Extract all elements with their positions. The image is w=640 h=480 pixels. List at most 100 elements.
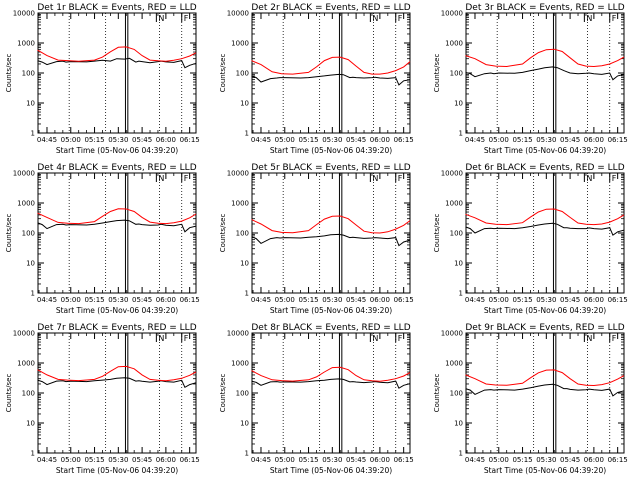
y-tick-label: 100 — [236, 390, 249, 398]
y-tick-label: 10 — [454, 100, 463, 108]
marker-label: N — [372, 14, 378, 23]
plot-frame — [465, 332, 625, 454]
x-axis-label: Start Time (05-Nov-06 04:39:20) — [484, 466, 606, 475]
marker-label: F — [398, 334, 403, 343]
x-tick-label: 05:15 — [84, 136, 104, 144]
y-tick-label: 10000 — [441, 10, 463, 18]
chart-panel: Det 6r BLACK = Events, RED = LLD Counts/s… — [433, 163, 628, 315]
y-tick-label: 100 — [450, 230, 463, 238]
chart-title: Det 8r BLACK = Events, RED = LLD — [251, 323, 410, 333]
chart-panel: Det 5r BLACK = Events, RED = LLD Counts/s… — [219, 163, 414, 315]
y-tick-label: 10000 — [227, 170, 249, 178]
x-tick-label: 04:45 — [37, 296, 57, 304]
y-tick-label: 1000 — [231, 200, 249, 208]
y-tick-label: 10 — [240, 260, 249, 268]
x-tick-label: 06:00 — [584, 136, 604, 144]
x-tick-label: 05:30 — [322, 136, 342, 144]
chart-title: Det 9r BLACK = Events, RED = LLD — [465, 323, 624, 333]
series-line-events — [465, 383, 625, 397]
marker-label: F — [398, 14, 403, 23]
series-line-events — [37, 377, 197, 389]
x-axis-label: Start Time (05-Nov-06 04:39:20) — [56, 306, 178, 315]
x-tick-label: 06:00 — [370, 456, 390, 464]
chart-title: Det 1r BLACK = Events, RED = LLD — [37, 3, 196, 13]
x-tick-label: 06:00 — [584, 456, 604, 464]
x-tick-label: 06:15 — [394, 136, 414, 144]
series-line-lld — [37, 46, 197, 62]
x-tick-label: 04:45 — [37, 456, 57, 464]
x-tick-label: 06:00 — [370, 296, 390, 304]
x-tick-label: 05:00 — [489, 456, 509, 464]
x-tick-label: 05:30 — [108, 296, 128, 304]
series-line-events — [251, 233, 411, 247]
x-tick-label: 06:15 — [394, 456, 414, 464]
chart-panel: Det 1r BLACK = Events, RED = LLD Counts/s… — [5, 3, 200, 155]
chart-panel: Det 9r BLACK = Events, RED = LLD Counts/s… — [433, 323, 628, 475]
chart-panel: Det 4r BLACK = Events, RED = LLD Counts/s… — [5, 163, 200, 315]
series-line-lld — [37, 365, 197, 382]
x-tick-label: 05:45 — [132, 456, 152, 464]
y-tick-label: 100 — [450, 390, 463, 398]
y-tick-label: 1000 — [445, 40, 463, 48]
x-tick-label: 05:30 — [536, 136, 556, 144]
series-line-lld — [465, 48, 625, 68]
x-tick-label: 05:00 — [61, 136, 81, 144]
y-tick-label: 1 — [31, 290, 35, 298]
x-axis-label: Start Time (05-Nov-06 04:39:20) — [270, 146, 392, 155]
y-tick-label: 1 — [459, 290, 463, 298]
x-axis-label: Start Time (05-Nov-06 04:39:20) — [270, 466, 392, 475]
y-tick-label: 1000 — [17, 200, 35, 208]
x-tick-label: 06:00 — [584, 296, 604, 304]
x-tick-label: 05:15 — [84, 456, 104, 464]
y-axis-label: Counts/sec — [433, 214, 441, 253]
x-tick-label: 06:15 — [608, 456, 628, 464]
x-tick-label: 04:45 — [465, 296, 485, 304]
y-tick-label: 10 — [240, 420, 249, 428]
y-tick-label: 10000 — [227, 10, 249, 18]
y-tick-label: 10000 — [13, 330, 35, 338]
plot-frame — [251, 332, 411, 454]
series-line-lld — [465, 208, 625, 226]
x-tick-label: 04:45 — [465, 136, 485, 144]
y-tick-label: 1000 — [445, 200, 463, 208]
chart-title: Det 3r BLACK = Events, RED = LLD — [465, 3, 624, 13]
series-line-events — [465, 66, 625, 81]
y-tick-label: 1000 — [231, 40, 249, 48]
x-tick-label: 05:15 — [512, 136, 532, 144]
series-line-events — [251, 378, 411, 389]
x-tick-label: 06:00 — [156, 296, 176, 304]
series-line-lld — [251, 215, 411, 234]
chart-panel: Det 2r BLACK = Events, RED = LLD Counts/s… — [219, 3, 414, 155]
x-tick-label: 05:30 — [322, 456, 342, 464]
x-tick-label: 04:45 — [251, 136, 271, 144]
series-line-lld — [251, 366, 411, 382]
x-tick-label: 05:00 — [275, 136, 295, 144]
y-axis-label: Counts/sec — [219, 54, 227, 93]
marker-label: F — [184, 14, 189, 23]
series-line-lld — [465, 369, 625, 387]
y-tick-label: 100 — [236, 70, 249, 78]
x-tick-label: 05:45 — [560, 456, 580, 464]
y-tick-label: 10000 — [227, 330, 249, 338]
x-axis-label: Start Time (05-Nov-06 04:39:20) — [484, 146, 606, 155]
x-tick-label: 05:30 — [536, 456, 556, 464]
x-tick-label: 04:45 — [465, 456, 485, 464]
y-tick-label: 1 — [459, 130, 463, 138]
x-tick-label: 05:00 — [61, 296, 81, 304]
x-tick-label: 05:45 — [346, 296, 366, 304]
plot-frame — [37, 332, 197, 454]
marker-label: F — [184, 334, 189, 343]
plot-frame — [37, 12, 197, 134]
plot-frame — [251, 172, 411, 294]
x-tick-label: 06:00 — [156, 136, 176, 144]
x-tick-label: 06:15 — [394, 296, 414, 304]
series-line-events — [37, 57, 197, 69]
chart-title: Det 6r BLACK = Events, RED = LLD — [465, 163, 624, 173]
x-tick-label: 05:15 — [298, 456, 318, 464]
y-tick-label: 1 — [245, 130, 249, 138]
y-tick-label: 1 — [245, 450, 249, 458]
series-line-events — [37, 219, 197, 233]
y-tick-label: 100 — [236, 230, 249, 238]
y-axis-label: Counts/sec — [219, 374, 227, 413]
